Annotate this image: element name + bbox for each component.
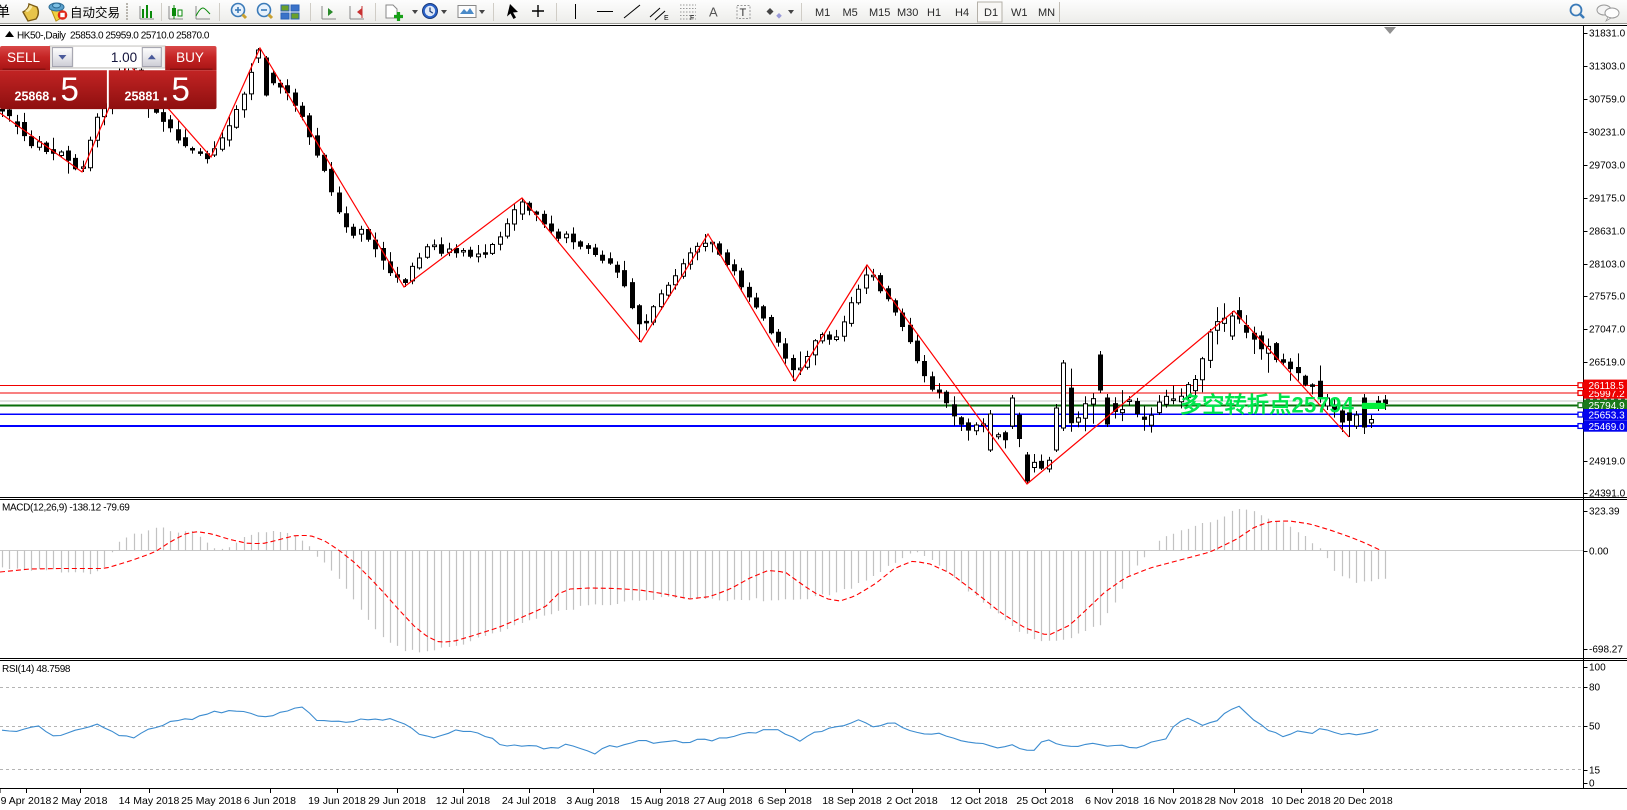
svg-text:18 Sep 2018: 18 Sep 2018 [822,795,882,807]
svg-text:24 Jul 2018: 24 Jul 2018 [502,795,556,807]
svg-text:30231.0: 30231.0 [1589,128,1626,139]
svg-text:25881: 25881 [125,90,160,104]
svg-text:0.00: 0.00 [1589,547,1609,558]
svg-text:-698.27: -698.27 [1589,645,1623,656]
svg-text:25794.9: 25794.9 [1589,401,1626,412]
svg-text:6 Sep 2018: 6 Sep 2018 [758,795,812,807]
svg-text:25997.2: 25997.2 [1589,389,1626,400]
svg-text:19 Jun 2018: 19 Jun 2018 [308,795,366,807]
svg-text:12 Jul 2018: 12 Jul 2018 [436,795,490,807]
svg-text:2 May 2018: 2 May 2018 [53,795,108,807]
svg-text:MN: MN [1038,7,1055,19]
svg-text:26118.5: 26118.5 [1589,381,1625,392]
svg-text:3 Aug 2018: 3 Aug 2018 [566,795,619,807]
svg-text:15: 15 [1589,766,1601,777]
svg-text:M1: M1 [815,7,830,19]
svg-text:323.39: 323.39 [1589,507,1620,518]
svg-text:9 Apr 2018: 9 Apr 2018 [1,795,52,807]
svg-text:2 Oct 2018: 2 Oct 2018 [886,795,938,807]
svg-text:14 May 2018: 14 May 2018 [119,795,180,807]
svg-text:5: 5 [61,71,79,108]
svg-text:0: 0 [1589,779,1595,790]
svg-text:F: F [690,15,694,22]
svg-text:M30: M30 [897,7,918,19]
svg-text:28103.0: 28103.0 [1589,260,1626,271]
svg-text:25 Oct 2018: 25 Oct 2018 [1016,795,1073,807]
svg-text:80: 80 [1589,683,1601,694]
svg-text:HK50-,Daily 25853.0 25959.0 2: HK50-,Daily 25853.0 25959.0 25710.0 2587… [17,31,210,42]
svg-text:D1: D1 [984,7,998,19]
svg-text:1.00: 1.00 [111,50,137,65]
svg-text:25868: 25868 [15,90,50,104]
svg-text:W1: W1 [1011,7,1028,19]
svg-text:100: 100 [1589,663,1606,674]
svg-text:RSI(14) 48.7598: RSI(14) 48.7598 [2,664,71,675]
svg-text:MACD(12,26,9) -138.12 -79.69: MACD(12,26,9) -138.12 -79.69 [2,503,130,514]
svg-text:12 Oct 2018: 12 Oct 2018 [950,795,1007,807]
svg-text:29703.0: 29703.0 [1589,161,1626,172]
svg-text:31303.0: 31303.0 [1589,62,1626,73]
svg-text:26519.0: 26519.0 [1589,358,1626,369]
svg-text:28 Nov 2018: 28 Nov 2018 [1204,795,1264,807]
svg-text:10 Dec 2018: 10 Dec 2018 [1271,795,1331,807]
svg-text:自动交易: 自动交易 [70,5,120,20]
svg-text:A: A [709,5,718,20]
svg-text:BUY: BUY [176,50,204,65]
svg-text:50: 50 [1589,722,1601,733]
svg-text:6 Jun 2018: 6 Jun 2018 [244,795,296,807]
svg-text:27575.0: 27575.0 [1589,292,1626,303]
svg-text:29175.0: 29175.0 [1589,194,1626,205]
svg-text:M5: M5 [843,7,858,19]
svg-text:27047.0: 27047.0 [1589,325,1626,336]
svg-text:16 Nov 2018: 16 Nov 2018 [1143,795,1203,807]
svg-text:多空转折点25794: 多空转折点25794 [1180,393,1355,418]
svg-text:5: 5 [172,71,190,108]
svg-text:25653.3: 25653.3 [1589,410,1626,421]
svg-text:T: T [740,7,747,19]
svg-text:15 Aug 2018: 15 Aug 2018 [631,795,690,807]
svg-text:E: E [664,15,669,22]
svg-text:单: 单 [0,4,10,20]
svg-text:30759.0: 30759.0 [1589,95,1626,106]
svg-text:25469.0: 25469.0 [1589,422,1626,433]
svg-text:24391.0: 24391.0 [1589,489,1626,500]
svg-text:31831.0: 31831.0 [1589,29,1626,40]
svg-text:M15: M15 [869,7,890,19]
svg-text:25 May 2018: 25 May 2018 [181,795,242,807]
svg-text:24919.0: 24919.0 [1589,457,1626,468]
svg-text:H4: H4 [955,7,969,19]
svg-text:27 Aug 2018: 27 Aug 2018 [694,795,753,807]
svg-text:6 Nov 2018: 6 Nov 2018 [1085,795,1139,807]
svg-text:20 Dec 2018: 20 Dec 2018 [1333,795,1393,807]
svg-text:.: . [52,84,58,106]
svg-text:.: . [163,84,169,106]
svg-text:29 Jun 2018: 29 Jun 2018 [368,795,426,807]
svg-text:SELL: SELL [7,50,41,65]
svg-text:H1: H1 [927,7,941,19]
svg-text:28631.0: 28631.0 [1589,227,1626,238]
